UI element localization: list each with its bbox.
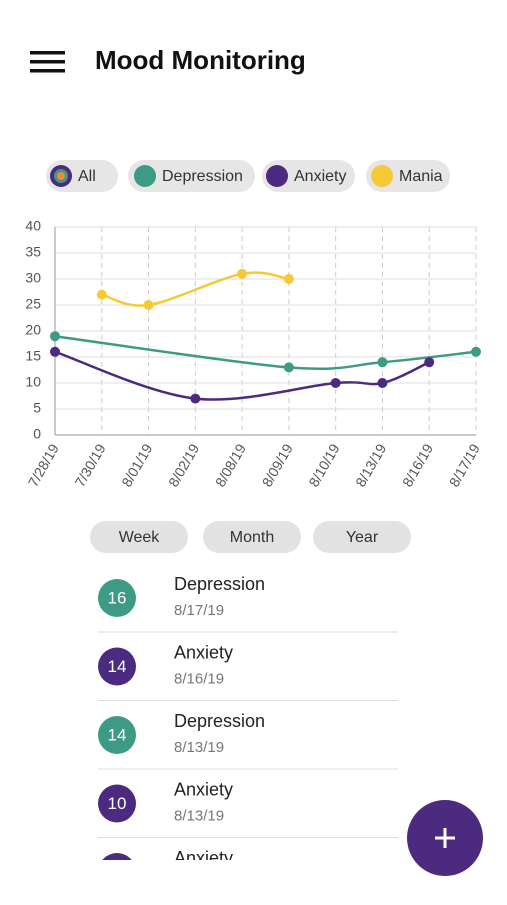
chip-label: All xyxy=(78,168,96,185)
entry-row[interactable]: 14 Anxiety 8/16/19 xyxy=(98,642,398,701)
filter-chip[interactable]: All xyxy=(46,160,118,192)
entry-row[interactable]: 14 Depression 8/13/19 xyxy=(98,711,398,770)
data-point xyxy=(96,289,107,300)
y-tick-label: 10 xyxy=(25,374,41,390)
entry-name: Depression xyxy=(174,574,265,594)
x-tick-label: 8/01/19 xyxy=(118,441,155,490)
app-title: Mood Monitoring xyxy=(95,45,306,75)
entry-badge xyxy=(102,853,132,860)
chip-bg xyxy=(128,160,255,192)
filter-chip[interactable]: Mania xyxy=(366,160,450,192)
series-line xyxy=(101,271,290,307)
entry-row[interactable]: Anxiety xyxy=(98,848,233,891)
y-tick-label: 20 xyxy=(25,322,41,338)
entry-row[interactable]: 16 Depression 8/17/19 xyxy=(98,574,398,633)
y-tick-label: 15 xyxy=(25,348,41,364)
chip-label: Depression xyxy=(162,168,243,185)
button-label: Month xyxy=(230,529,274,546)
data-point xyxy=(424,357,435,368)
entry-value: 10 xyxy=(108,794,127,813)
range-button[interactable]: Year xyxy=(313,521,411,553)
entry-list: 16 Depression 8/17/19 14 Anxiety 8/16/19 14 Dep… xyxy=(98,574,398,891)
button-label: Week xyxy=(119,529,161,546)
entry-name: Depression xyxy=(174,711,265,731)
entry-name: Anxiety xyxy=(174,779,233,799)
data-point xyxy=(283,274,294,284)
data-point xyxy=(50,346,60,357)
data-point xyxy=(377,378,388,388)
entry-value: 14 xyxy=(108,657,127,676)
button-label: Year xyxy=(346,529,379,546)
x-tick-label: 8/17/19 xyxy=(446,441,483,490)
entry-badge xyxy=(98,784,136,823)
range-button[interactable]: Week xyxy=(90,521,188,553)
x-tick-label: 8/10/19 xyxy=(305,441,342,490)
y-tick-label: 40 xyxy=(25,218,41,234)
entry-value: 14 xyxy=(108,725,127,744)
filter-chip[interactable]: Depression xyxy=(128,160,255,192)
entry-name: Anxiety xyxy=(174,848,233,868)
x-tick-label: 8/09/19 xyxy=(259,441,296,490)
chip-label: Mania xyxy=(399,168,443,185)
entry-value: 16 xyxy=(108,588,127,607)
data-point xyxy=(50,331,60,342)
entry-name: Anxiety xyxy=(174,642,233,662)
x-tick-label: 8/08/19 xyxy=(212,441,249,490)
y-tick-label: 35 xyxy=(25,244,41,260)
data-point xyxy=(143,300,154,310)
entry-date: 8/13/19 xyxy=(174,739,224,756)
add-button[interactable] xyxy=(407,800,483,876)
x-tick-label: 8/02/19 xyxy=(165,441,202,490)
chip-icon xyxy=(266,165,288,187)
entry-badge xyxy=(98,579,136,617)
x-tick-label: 7/28/19 xyxy=(25,441,62,490)
data-point xyxy=(471,346,481,357)
data-point xyxy=(283,362,294,373)
chip-label: Anxiety xyxy=(294,168,346,185)
entry-row[interactable]: 10 Anxiety 8/13/19 xyxy=(98,779,398,838)
entry-badge xyxy=(98,647,136,686)
button-bg xyxy=(313,521,411,553)
y-tick-label: 0 xyxy=(33,426,41,442)
y-tick-label: 30 xyxy=(25,270,41,286)
entry-date: 8/17/19 xyxy=(174,602,224,619)
chip-bg xyxy=(262,160,355,192)
chip-icon xyxy=(134,165,156,187)
data-point xyxy=(190,393,201,404)
entry-badge xyxy=(98,716,136,754)
entry-date: 8/13/19 xyxy=(174,807,224,824)
button-bg xyxy=(203,521,301,553)
data-point xyxy=(330,378,341,388)
range-button[interactable]: Month xyxy=(203,521,301,553)
x-tick-label: 8/16/19 xyxy=(399,441,436,490)
chip-icon xyxy=(371,165,393,187)
series-line xyxy=(54,350,430,401)
x-tick-label: 7/30/19 xyxy=(71,441,108,490)
data-point xyxy=(377,357,388,368)
y-tick-label: 5 xyxy=(33,400,41,416)
menu-button[interactable] xyxy=(30,51,65,73)
data-point xyxy=(237,268,248,279)
series-line xyxy=(54,334,477,371)
chip-icon xyxy=(57,172,65,180)
filter-chip[interactable]: Anxiety xyxy=(262,160,355,192)
entry-date: 8/16/19 xyxy=(174,670,224,687)
x-tick-label: 8/13/19 xyxy=(352,441,389,490)
button-bg xyxy=(90,521,188,553)
y-tick-label: 25 xyxy=(25,296,41,312)
